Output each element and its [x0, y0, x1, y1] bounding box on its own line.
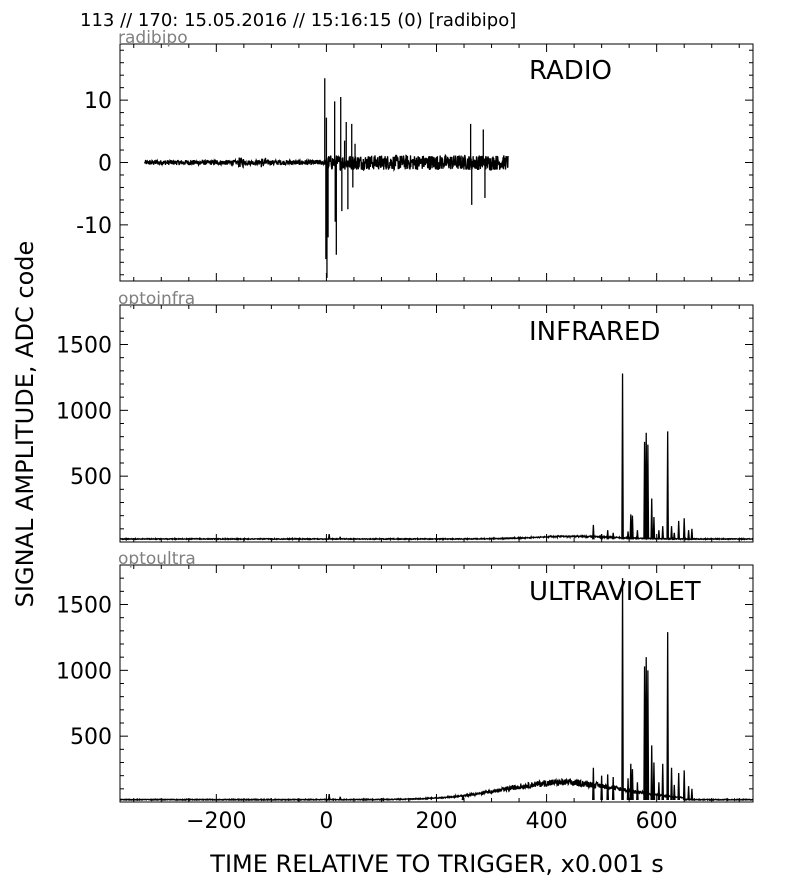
- panels: 10 0 -10 radibipo RADIO 500 1000 1500 optoinfra I…: [56, 28, 754, 834]
- channel-tag: radibipo: [118, 28, 188, 48]
- x-tick-label: 600: [636, 809, 678, 834]
- y-tick-label: 1500: [56, 594, 112, 619]
- y-tick-label: 10: [84, 89, 112, 114]
- x-tick-label: 200: [416, 809, 458, 834]
- y-axis-label: SIGNAL AMPLITUDE, ADC code: [11, 241, 39, 608]
- y-tick-label: 1500: [56, 334, 112, 359]
- y-tick-label: 500: [70, 725, 112, 750]
- trace-radibipo: [144, 78, 509, 278]
- panel-optoultra: 500 1000 1500 −200 0 200 400 600 optoultra ULTRAV…: [56, 549, 754, 834]
- y-tick-label: 500: [70, 465, 112, 490]
- x-tick-label: −200: [186, 809, 246, 834]
- trace-optoultra: [120, 578, 753, 802]
- panel-radibipo: 10 0 -10 radibipo RADIO: [76, 28, 754, 282]
- panel-optoinfra: 500 1000 1500 optoinfra INFRARED: [56, 289, 754, 543]
- trace-optoinfra: [120, 373, 753, 542]
- y-tick-label: 1000: [56, 659, 112, 684]
- y-tick-label: 1000: [56, 399, 112, 424]
- figure-header: 113 // 170: 15.05.2016 // 15:16:15 (0) […: [80, 10, 516, 31]
- y-tick-label: -10: [76, 214, 112, 239]
- channel-tag: optoinfra: [118, 289, 195, 309]
- panel-title: INFRARED: [529, 317, 660, 347]
- x-tick-label: 0: [319, 809, 333, 834]
- channel-tag: optoultra: [118, 549, 196, 569]
- panel-title: ULTRAVIOLET: [529, 577, 701, 607]
- x-tick-label: 400: [526, 809, 568, 834]
- x-axis-label: TIME RELATIVE TO TRIGGER, x0.001 s: [209, 850, 663, 878]
- panel-title: RADIO: [529, 56, 612, 86]
- y-tick-label: 0: [98, 152, 112, 177]
